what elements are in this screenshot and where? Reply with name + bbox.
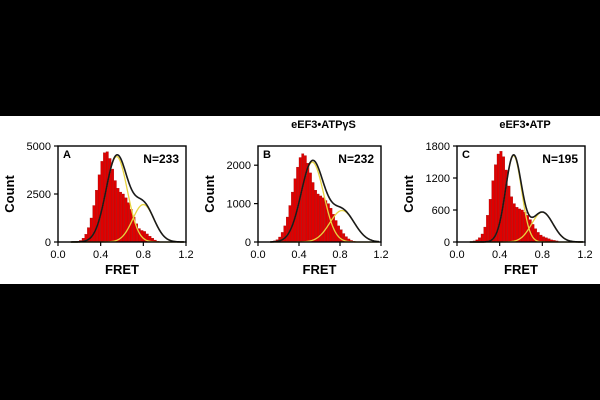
x-tick-label: 0.8 [332, 249, 347, 261]
panel-letter: B [263, 149, 271, 161]
fit-total [70, 153, 184, 243]
histogram-bar [111, 168, 114, 243]
x-tick-label: 0.0 [50, 249, 65, 261]
panel-letter: A [63, 149, 71, 161]
histogram-bar [542, 236, 545, 243]
plot-frame [257, 145, 382, 243]
y-tick-label: 600 [432, 205, 450, 217]
panel-letter: C [462, 149, 470, 161]
y-tick-label: 1200 [426, 173, 450, 185]
histogram-bar [499, 151, 503, 243]
panel-b: 0.0 0.4 0.8 1.2 0 1000 2000 FRET Count B N=232 eEF3… [202, 119, 389, 277]
histogram-bar [306, 163, 310, 243]
plot-frame [456, 145, 586, 243]
histogram-bar [486, 215, 489, 243]
panel-title: eEF3•ATP [499, 119, 550, 131]
histogram-bar [127, 202, 130, 243]
x-tick-label: 0.8 [136, 249, 151, 261]
histogram-bar [321, 197, 325, 243]
histogram-bar [512, 203, 516, 243]
histogram-bar [97, 174, 101, 243]
x-tick-label: 0.8 [535, 249, 550, 261]
histogram-bar [480, 233, 484, 243]
histogram-bar [105, 151, 109, 243]
y-axis-label: Count [2, 175, 17, 213]
histogram-bar [316, 193, 320, 243]
x-axis-label: FRET [504, 262, 538, 277]
count-annotation: N=233 [143, 152, 179, 166]
histogram-bar [518, 208, 521, 243]
histogram-bar [95, 190, 98, 243]
histogram-bar [113, 180, 117, 243]
histogram-bar [515, 207, 519, 243]
x-tick-label: 1.2 [373, 249, 388, 261]
count-annotation: N=232 [338, 152, 374, 166]
x-tick-label: 0.0 [449, 249, 464, 261]
histogram-bar [116, 188, 120, 243]
histogram-bar [291, 191, 294, 243]
histogram-bar [301, 153, 305, 243]
histogram-bar [539, 234, 543, 243]
y-tick-label: 0 [444, 237, 450, 249]
histogram-bar [314, 190, 317, 243]
count-annotation: N=195 [542, 152, 578, 166]
histogram-bar [124, 197, 128, 243]
histogram-bar [293, 178, 297, 243]
panel-title: eEF3•ATPγS [291, 119, 356, 131]
y-tick-label: 2500 [27, 189, 51, 201]
histogram-bar [92, 205, 96, 243]
histogram-bar [494, 164, 497, 243]
histogram-bar [119, 191, 122, 243]
y-tick-label: 2000 [227, 160, 251, 172]
figure: 0.0 0.4 0.8 1.2 0 2500 5000 FRET Count A N=233 0.0 0… [0, 116, 600, 284]
y-tick-label: 1800 [426, 141, 450, 153]
histogram-bar [309, 172, 312, 243]
x-tick-label: 0.4 [291, 249, 306, 261]
y-tick-label: 5000 [27, 141, 51, 153]
y-tick-label: 0 [245, 237, 251, 249]
y-tick-label: 0 [45, 237, 51, 249]
histogram-bar [483, 226, 487, 243]
histogram-bar [491, 180, 495, 243]
histogram-bar [488, 199, 492, 243]
y-axis-label: Count [401, 175, 416, 213]
histogram-bar [286, 216, 289, 243]
x-tick-label: 1.2 [178, 249, 193, 261]
fit-total [270, 159, 380, 243]
y-tick-label: 1000 [227, 199, 251, 211]
y-axis-label: Count [202, 175, 217, 213]
x-tick-label: 1.2 [577, 249, 592, 261]
x-axis-label: FRET [303, 262, 337, 277]
histogram-bar [303, 155, 307, 243]
histogram-bar [311, 182, 315, 243]
histogram-bar [288, 205, 292, 243]
x-axis-label: FRET [105, 262, 139, 277]
panel-a: 0.0 0.4 0.8 1.2 0 2500 5000 FRET Count A N=233 [2, 141, 194, 277]
panel-c: 0.0 0.4 0.8 1.2 0 600 1200 1800 FRET Count C N=195 e… [401, 119, 593, 277]
x-tick-label: 0.0 [250, 249, 265, 261]
histogram-bar [337, 225, 340, 243]
x-tick-label: 0.4 [492, 249, 507, 261]
x-tick-label: 0.4 [93, 249, 108, 261]
histogram-bar [510, 196, 513, 243]
histogram-bar [507, 185, 511, 243]
